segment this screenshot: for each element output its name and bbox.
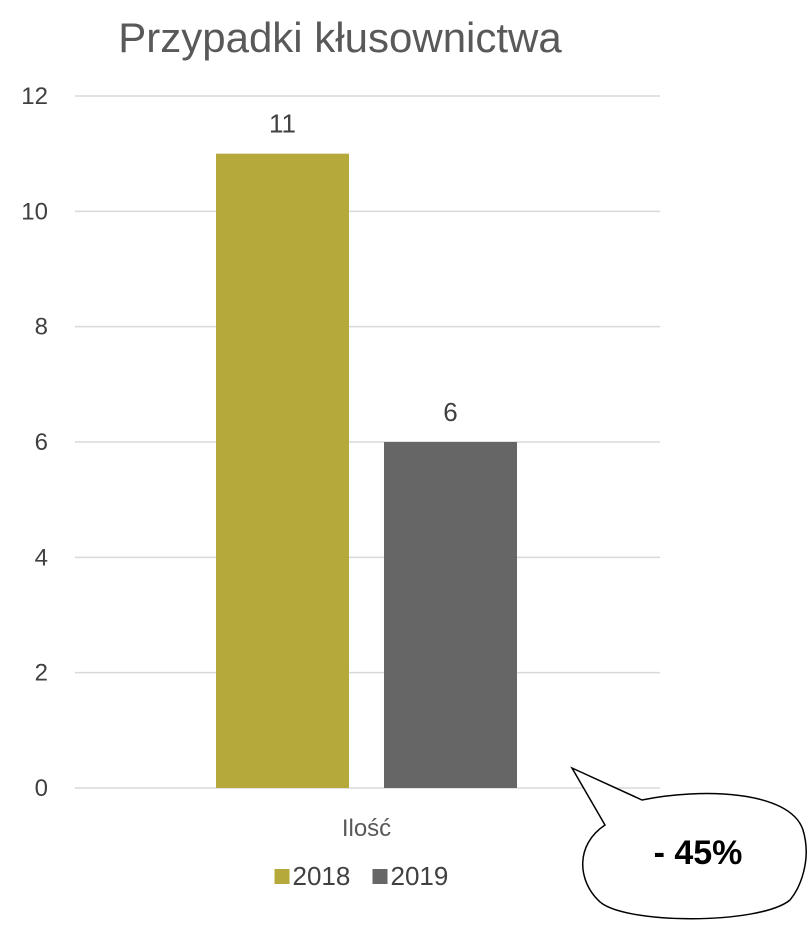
y-tick-label: 12 bbox=[21, 83, 48, 110]
y-tick-label: 2 bbox=[35, 660, 48, 687]
y-tick-label: 6 bbox=[35, 429, 48, 456]
data-label-2018: 11 bbox=[269, 109, 296, 139]
x-axis-category-label: Ilość bbox=[342, 815, 391, 842]
callout-text: - 45% bbox=[654, 834, 743, 872]
bar-2018 bbox=[216, 153, 349, 788]
y-tick-label: 4 bbox=[35, 544, 48, 571]
gridlines bbox=[75, 95, 660, 789]
bar-2019 bbox=[384, 442, 517, 788]
chart-title: Przypadki kłusownictwa bbox=[118, 14, 562, 61]
y-tick-label: 0 bbox=[35, 775, 48, 802]
legend: 2018 2019 bbox=[274, 861, 449, 891]
callout: - 45% bbox=[570, 766, 807, 920]
y-tick-label: 8 bbox=[35, 314, 48, 341]
data-label-2019: 6 bbox=[443, 397, 457, 427]
legend-label-2018: 2018 bbox=[293, 861, 351, 891]
data-labels: 11 6 bbox=[269, 109, 458, 427]
legend-label-2019: 2019 bbox=[391, 861, 449, 891]
y-tick-label: 10 bbox=[21, 198, 48, 225]
legend-swatch-2018 bbox=[274, 869, 290, 884]
y-axis-ticks: 0 2 4 6 8 10 12 bbox=[21, 83, 48, 802]
bars bbox=[216, 153, 517, 788]
legend-swatch-2019 bbox=[372, 869, 388, 884]
callout-bubble bbox=[570, 766, 807, 920]
